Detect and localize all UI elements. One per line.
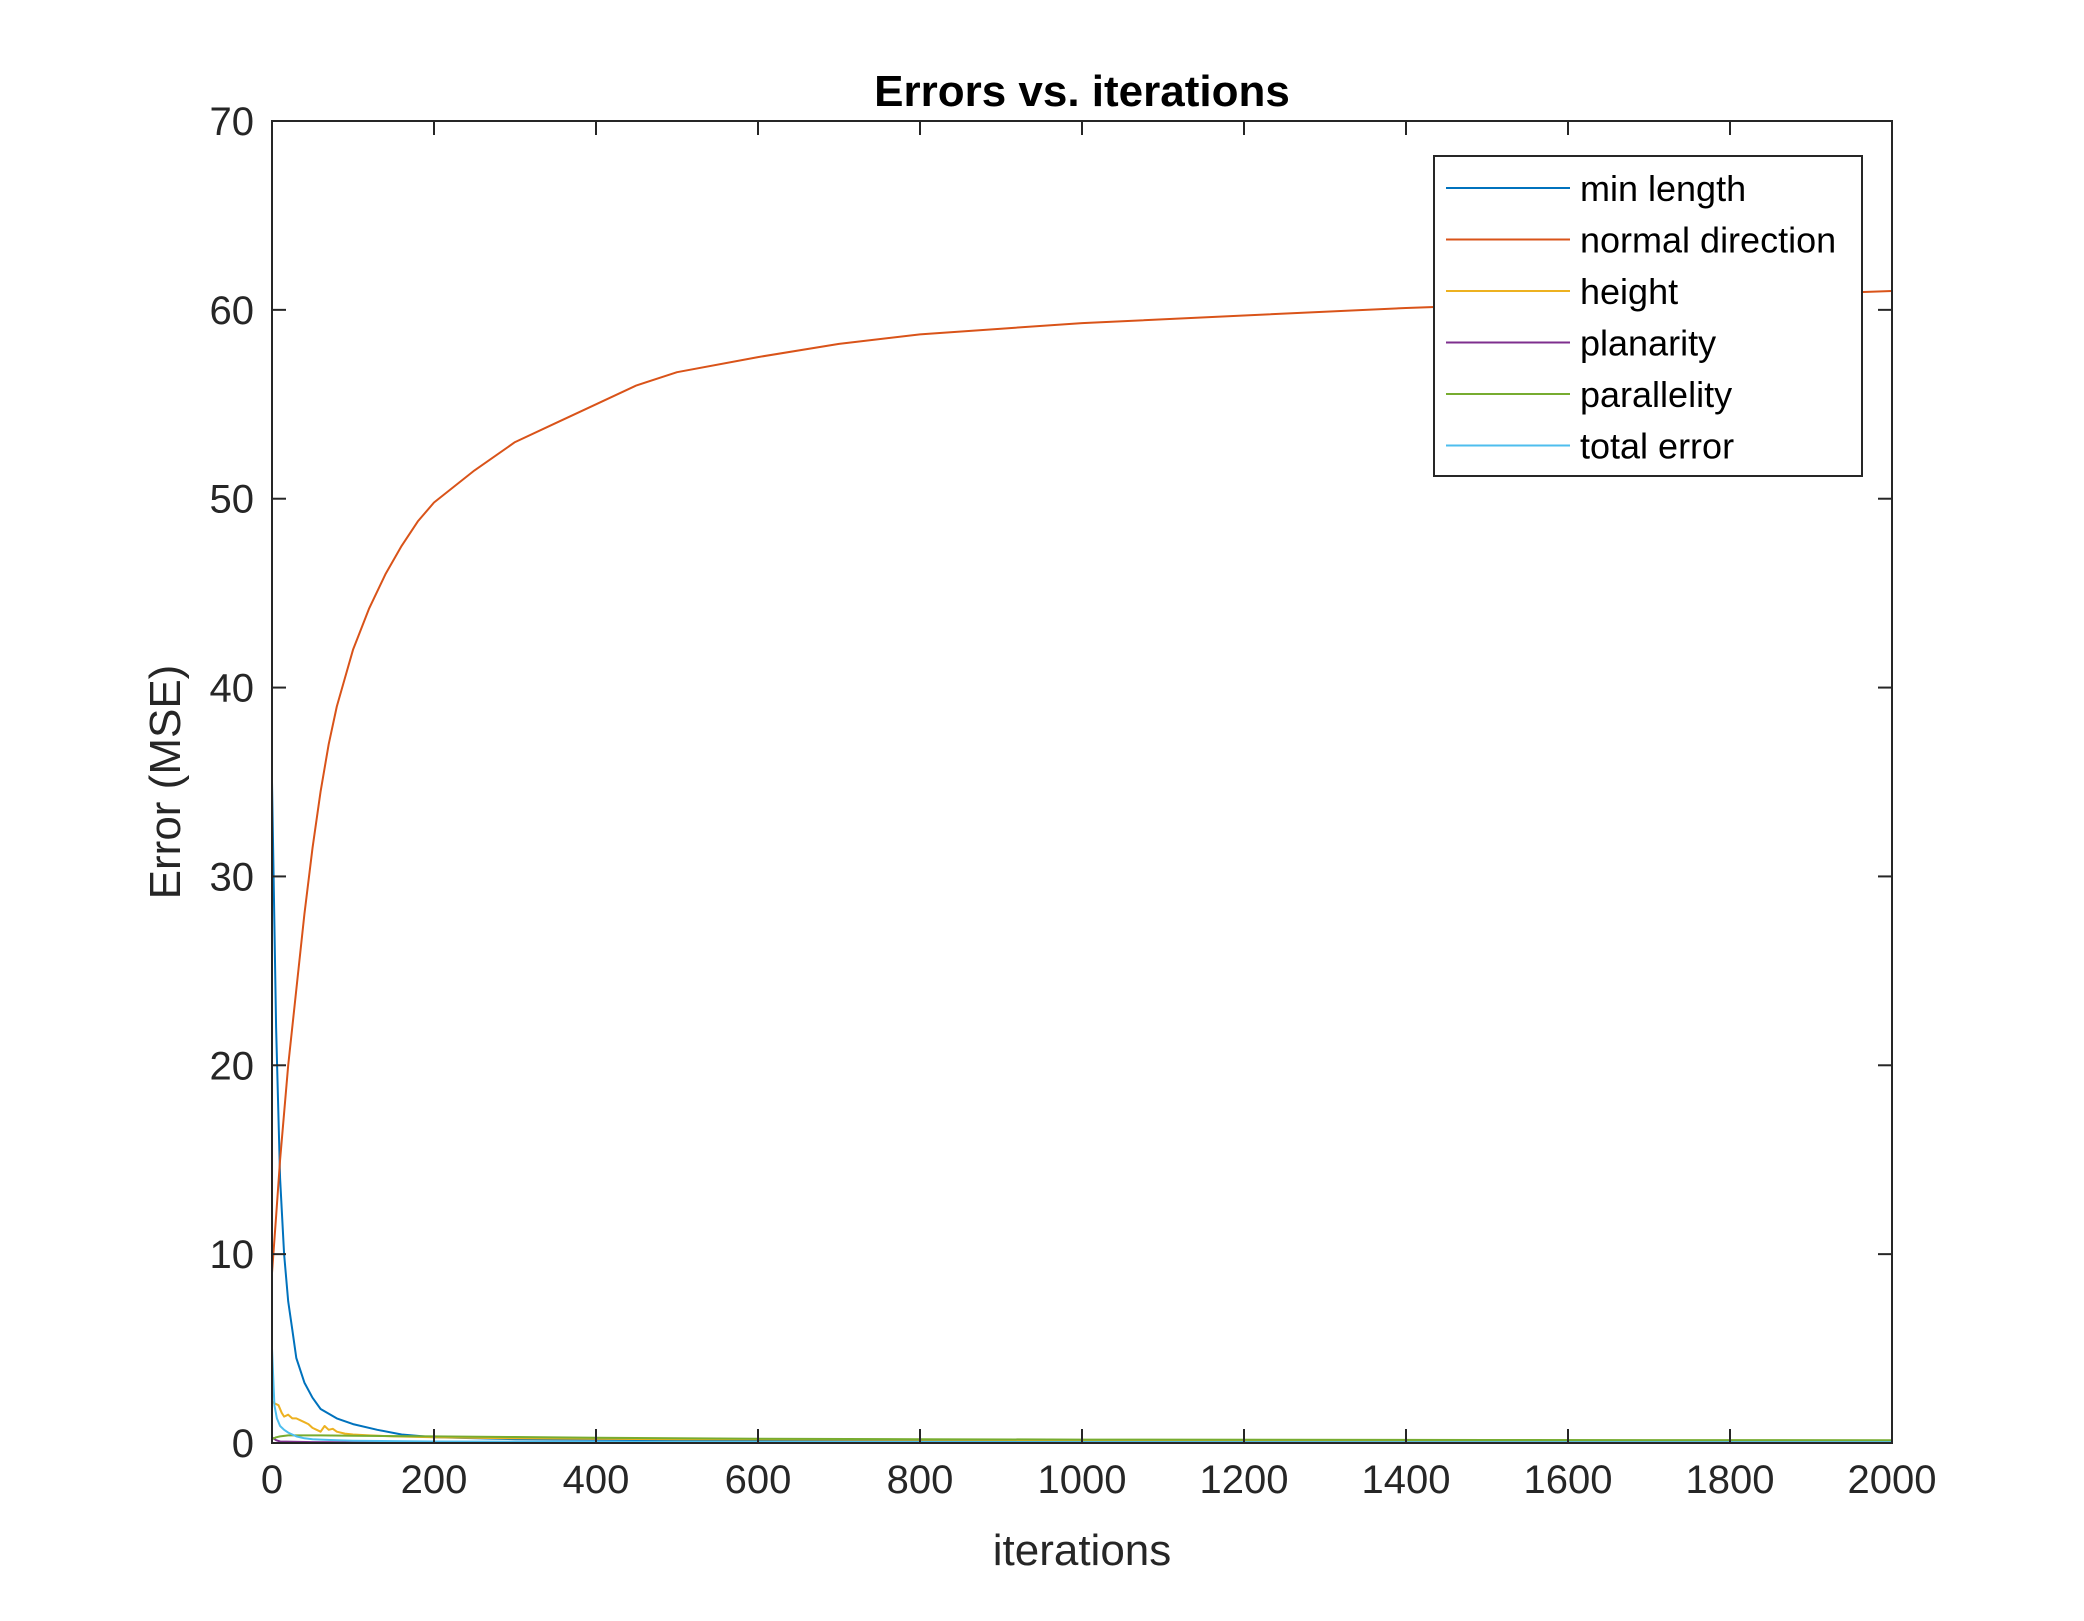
x-tick-label: 1200 <box>1200 1458 1289 1502</box>
ticks-layer: 0 200 400 600 800 1000 1200 1400 1600 1800 2000 0 10… <box>210 100 1937 1502</box>
x-tick-label: 800 <box>887 1458 954 1502</box>
x-tick-label: 2000 <box>1848 1458 1937 1502</box>
legend-label-3: planarity <box>1580 323 1716 364</box>
y-tick-label: 60 <box>210 289 255 333</box>
x-tick-label: 600 <box>725 1458 792 1502</box>
x-tick-label: 1000 <box>1038 1458 1127 1502</box>
legend: min length normal direction height planarit… <box>1433 155 1863 477</box>
chart-title: Errors vs. iterations <box>874 67 1290 116</box>
y-tick-label: 50 <box>210 478 255 522</box>
legend-label-5: total error <box>1580 426 1734 467</box>
y-tick-label: 30 <box>210 855 255 899</box>
series-line-1 <box>271 290 1893 1274</box>
y-tick-label: 0 <box>232 1422 254 1466</box>
legend-box <box>1433 155 1863 477</box>
x-tick-label: 1400 <box>1362 1458 1451 1502</box>
series-line-5 <box>271 1348 1892 1444</box>
y-tick-label: 20 <box>210 1044 255 1088</box>
x-tick-label: 1600 <box>1524 1458 1613 1502</box>
legend-label-0: min length <box>1580 168 1746 209</box>
legend-label-4: parallelity <box>1580 374 1732 415</box>
x-tick-label: 1800 <box>1686 1458 1775 1502</box>
y-tick-label: 40 <box>210 667 255 711</box>
y-tick-label: 70 <box>210 100 255 144</box>
x-tick-label: 0 <box>261 1458 283 1502</box>
series-line-4 <box>271 1434 1893 1442</box>
x-tick-label: 200 <box>401 1458 468 1502</box>
legend-label-2: height <box>1580 271 1678 312</box>
x-tick-label: 400 <box>563 1458 630 1502</box>
x-axis-label: iterations <box>993 1526 1172 1575</box>
y-tick-label: 10 <box>210 1233 255 1277</box>
legend-label-1: normal direction <box>1580 220 1836 261</box>
y-axis-label: Error (MSE) <box>141 665 190 900</box>
